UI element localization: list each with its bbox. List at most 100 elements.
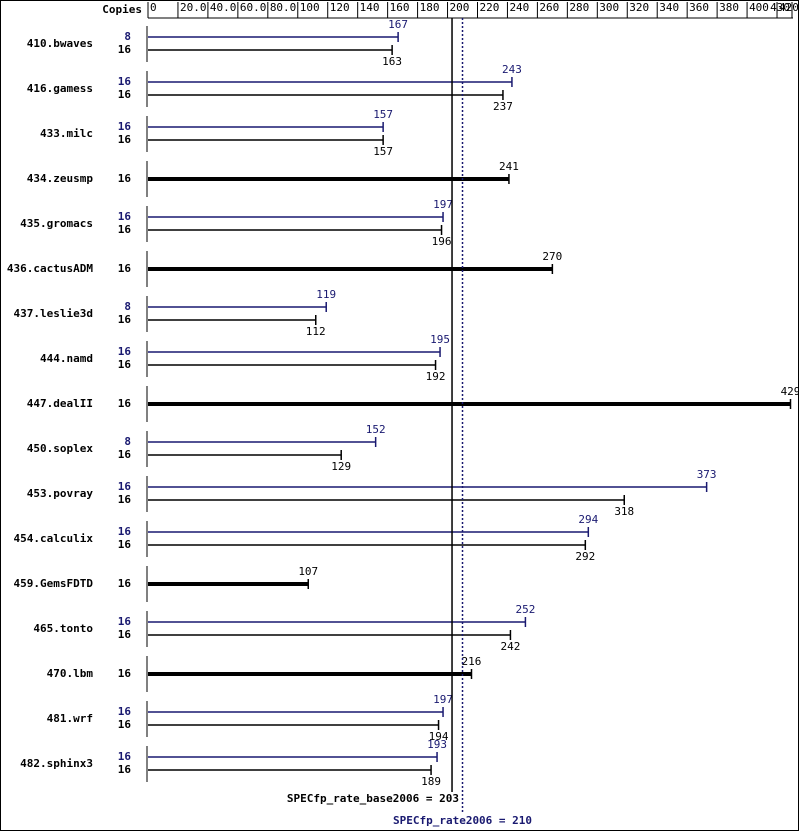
value-label: 237 [493,100,513,113]
x-tick-label: 220 [479,1,499,14]
value-label: 196 [432,235,452,248]
copies-label: 16 [118,763,132,776]
copies-label: 16 [118,358,132,371]
copies-label: 8 [124,30,131,43]
value-label: 195 [430,333,450,346]
category-label: 436.cactusADM [7,262,93,275]
value-label: 157 [373,145,393,158]
x-tick-label: 320 [629,1,649,14]
category-label: 447.dealII [27,397,93,410]
copies-header: Copies [102,3,142,16]
x-tick-label: 380 [719,1,739,14]
value-label: 189 [421,775,441,788]
value-label: 119 [316,288,336,301]
category-label: 416.gamess [27,82,93,95]
value-label: 167 [388,18,408,31]
reference-label: SPECfp_rate_base2006 = 203 [287,792,459,805]
category-label: 434.zeusmp [27,172,94,185]
category-label: 459.GemsFDTD [14,577,94,590]
copies-label: 16 [118,210,132,223]
value-label: 429 [781,385,799,398]
reference-label: SPECfp_rate2006 = 210 [393,814,532,827]
value-label: 129 [331,460,351,473]
category-label: 444.namd [40,352,93,365]
copies-label: 16 [118,120,132,133]
x-tick-label: 430 [770,1,790,14]
copies-label: 16 [118,313,132,326]
value-label: 193 [427,738,447,751]
copies-label: 16 [118,262,132,275]
copies-label: 16 [118,397,132,410]
category-label: 454.calculix [14,532,94,545]
value-label: 152 [366,423,386,436]
value-label: 107 [298,565,318,578]
x-tick-label: 100 [300,1,320,14]
copies-label: 16 [118,448,132,461]
copies-label: 16 [118,75,132,88]
x-tick-label: 360 [689,1,709,14]
copies-label: 16 [118,480,132,493]
category-label: 410.bwaves [27,37,93,50]
x-tick-label: 160 [390,1,410,14]
value-label: 197 [433,198,453,211]
copies-label: 16 [118,493,132,506]
x-tick-label: 120 [330,1,350,14]
x-tick-label: 0 [150,1,157,14]
copies-label: 16 [118,705,132,718]
value-label: 292 [575,550,595,563]
copies-label: 16 [118,88,132,101]
category-label: 482.sphinx3 [20,757,93,770]
value-label: 192 [426,370,446,383]
value-label: 112 [306,325,326,338]
x-tick-label: 40.0 [210,1,237,14]
x-tick-label: 400 [749,1,769,14]
category-label: 481.wrf [47,712,93,725]
value-label: 163 [382,55,402,68]
copies-label: 16 [118,615,132,628]
value-label: 252 [515,603,535,616]
copies-label: 16 [118,538,132,551]
value-label: 242 [500,640,520,653]
x-tick-label: 240 [509,1,529,14]
copies-label: 16 [118,223,132,236]
copies-label: 16 [118,172,132,185]
value-label: 241 [499,160,519,173]
value-label: 243 [502,63,522,76]
copies-label: 16 [118,718,132,731]
category-label: 437.leslie3d [14,307,93,320]
value-label: 373 [697,468,717,481]
category-label: 433.milc [40,127,93,140]
x-tick-label: 200 [450,1,470,14]
copies-label: 16 [118,345,132,358]
x-tick-label: 20.0 [180,1,207,14]
category-label: 435.gromacs [20,217,93,230]
copies-label: 16 [118,577,132,590]
x-tick-label: 60.0 [240,1,267,14]
x-tick-label: 420 [779,1,799,14]
x-tick-label: 260 [539,1,559,14]
copies-label: 8 [124,300,131,313]
value-label: 157 [373,108,393,121]
copies-label: 16 [118,750,132,763]
value-label: 270 [542,250,562,263]
value-label: 197 [433,693,453,706]
category-label: 450.soplex [27,442,94,455]
x-tick-label: 340 [659,1,679,14]
copies-label: 16 [118,43,132,56]
value-label: 294 [578,513,598,526]
value-label: 194 [429,730,449,743]
copies-label: 16 [118,133,132,146]
category-label: 470.lbm [47,667,94,680]
value-label: 318 [614,505,634,518]
copies-label: 16 [118,667,132,680]
category-label: 453.povray [27,487,94,500]
x-tick-label: 180 [420,1,440,14]
x-tick-label: 280 [569,1,589,14]
copies-label: 16 [118,525,132,538]
x-tick-label: 140 [360,1,380,14]
category-label: 465.tonto [33,622,93,635]
value-label: 216 [462,655,482,668]
copies-label: 16 [118,628,132,641]
x-tick-label: 300 [599,1,619,14]
